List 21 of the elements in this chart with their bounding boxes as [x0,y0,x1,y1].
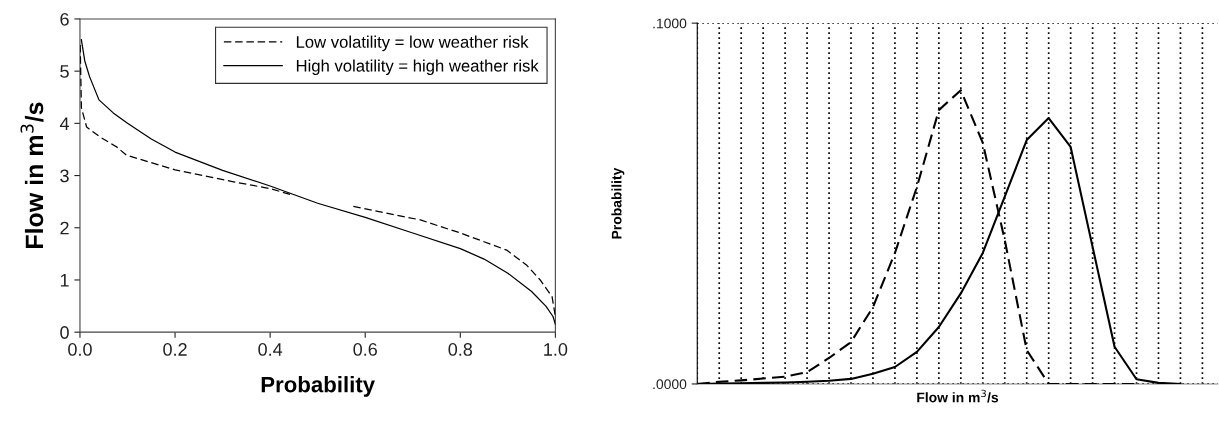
x-tick-label: 0.0 [68,343,92,356]
y-tick-label: 2 [60,221,69,235]
x-axis-title: Probability [261,376,375,397]
y-axis-title: Flow in m$^{3}$/s [20,102,44,249]
x-tick-label: 0.8 [448,343,473,356]
y-tick-label: .1000 [653,18,687,29]
y-tick-label: .0000 [653,379,687,390]
y-tick-label: 3 [60,169,69,183]
x-tick-label: 1.0 [544,343,568,356]
x-axis-title: Flow in m$^{3}$/s [917,389,999,403]
legend-label: High volatility = high weather risk [296,59,539,76]
x-tick-label: 0.2 [163,343,187,356]
y-tick-label: 1 [60,274,69,287]
y-tick-label: 6 [60,12,69,26]
legend-label: Low volatility = low weather risk [296,35,529,52]
y-tick-label: 4 [59,117,70,130]
y-axis-title: Probability [611,167,625,239]
x-tick-label: 0.4 [258,343,283,356]
y-tick-label: 0 [60,326,69,339]
y-tick-label: 5 [60,65,69,78]
x-tick-label: 0.6 [353,343,377,356]
